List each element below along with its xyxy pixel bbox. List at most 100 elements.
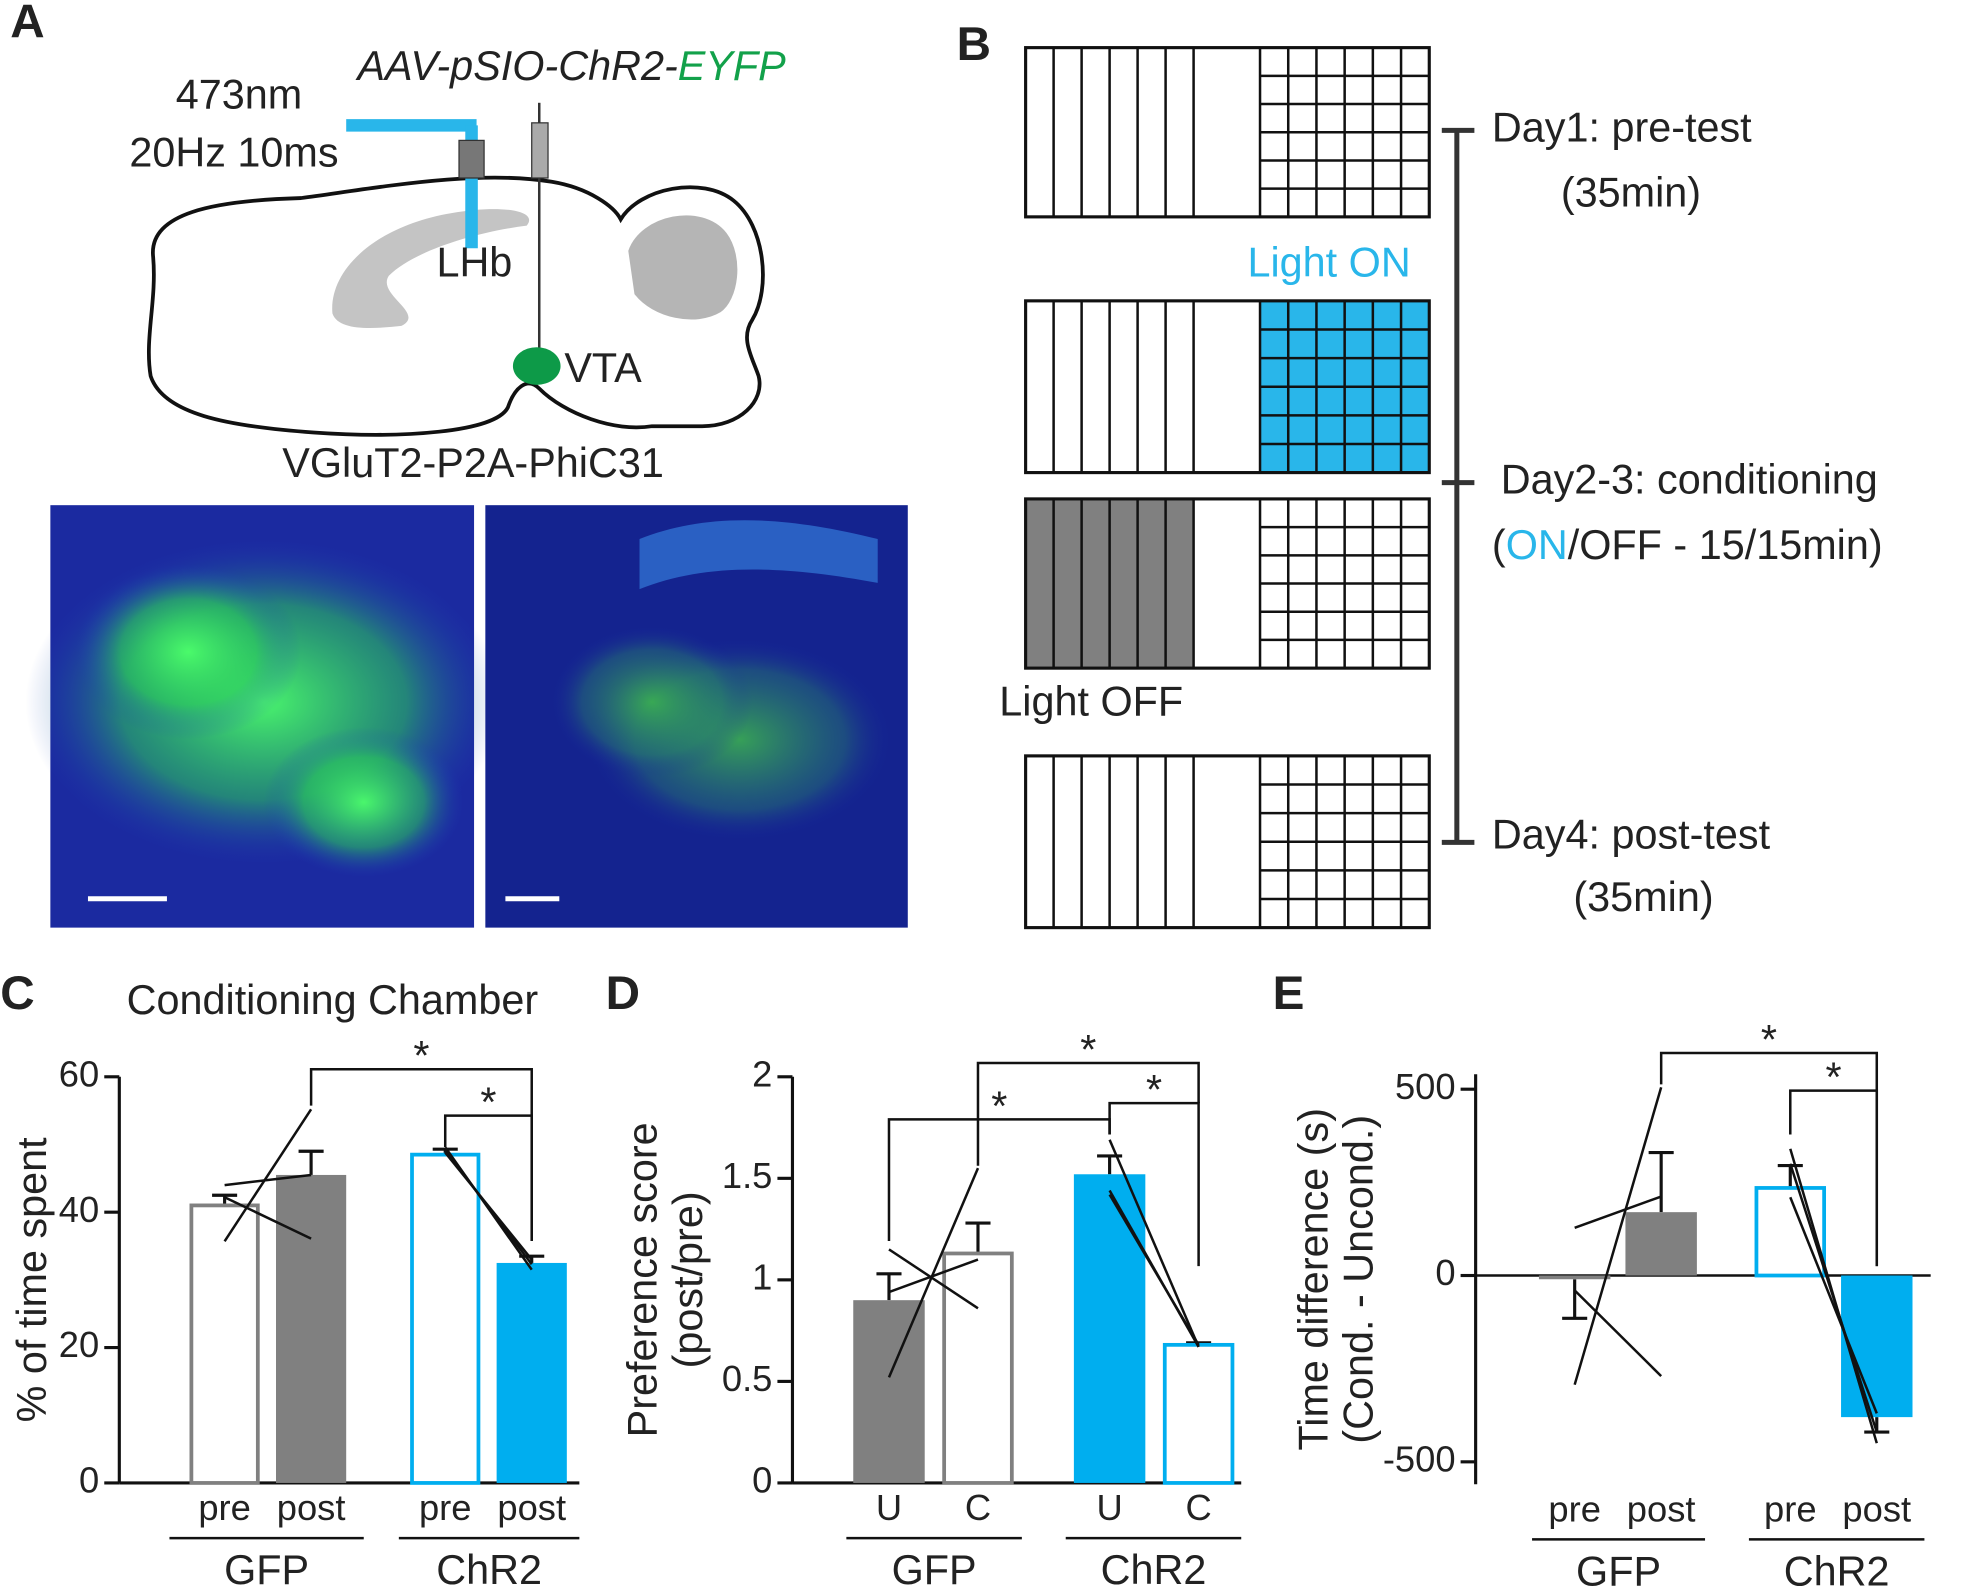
x-tick-label: post — [1627, 1488, 1696, 1529]
y-tick-label: 40 — [59, 1189, 99, 1230]
y-axis-label: % of time spent — [9, 1137, 55, 1423]
x-tick-label: post — [497, 1487, 566, 1528]
individual-line — [223, 1108, 313, 1242]
x-tick-label: pre — [1764, 1488, 1817, 1529]
bar — [276, 1174, 347, 1483]
individual-line — [1789, 1196, 1878, 1414]
x-tick-label: post — [1842, 1488, 1911, 1529]
stimulation: 20Hz 10ms — [129, 129, 338, 175]
paren: ( — [1492, 522, 1506, 568]
individual-line — [224, 1196, 312, 1240]
micrograph — [25, 505, 502, 928]
bar — [1162, 1342, 1235, 1485]
y-tick-label: -500 — [1383, 1438, 1456, 1479]
bar — [410, 1152, 481, 1485]
panel-letter: A — [10, 0, 44, 49]
cerebellum — [625, 212, 740, 322]
group-label: GFP — [1576, 1548, 1661, 1592]
day-label: Day4: post-test — [1492, 811, 1771, 857]
y-axis-label: Time difference (s) — [1290, 1108, 1336, 1450]
individual-line — [888, 1248, 979, 1310]
significance-star: * — [991, 1083, 1007, 1129]
significance-star: * — [480, 1080, 496, 1126]
x-tick-label: pre — [198, 1487, 251, 1528]
bar — [496, 1262, 567, 1483]
cell-cluster — [75, 564, 302, 740]
duration-label: (35min) — [1573, 874, 1713, 920]
day-label: Day2-3: conditioning — [1501, 457, 1878, 503]
vta-label: VTA — [564, 345, 642, 391]
individual-line — [1789, 1163, 1878, 1433]
x-tick-label: C — [965, 1487, 991, 1528]
panel-letter: D — [606, 967, 640, 1020]
bar — [1841, 1275, 1913, 1418]
significance-star: * — [1825, 1054, 1841, 1100]
optic-fiber — [458, 139, 485, 179]
bar — [1625, 1212, 1697, 1276]
individual-line — [444, 1151, 533, 1261]
duration-label: (ON/OFF - 15/15min) — [1492, 522, 1883, 568]
schedule: /OFF - 15/15min) — [1568, 522, 1883, 568]
bar — [942, 1251, 1014, 1485]
significance-bracket — [976, 1061, 1200, 1166]
charts: Conditioning Chamber% of time spent02040… — [9, 977, 1931, 1592]
bar — [853, 1300, 925, 1483]
significance-star: * — [1080, 1027, 1096, 1073]
on-word: ON — [1506, 522, 1568, 568]
bar — [189, 1203, 260, 1485]
y-axis-label: Preference score — [620, 1122, 666, 1437]
significance-bracket — [443, 1114, 533, 1242]
individual-line — [1573, 1289, 1663, 1378]
panel-letter: B — [957, 18, 991, 71]
group-label: ChR2 — [1784, 1548, 1890, 1592]
wavelength: 473nm — [176, 72, 302, 118]
significance-bracket — [1108, 1101, 1200, 1267]
projection-field — [551, 626, 753, 778]
chart-title: Conditioning Chamber — [127, 977, 539, 1023]
y-axis-label: (Cond. - Uncond.) — [1335, 1115, 1381, 1444]
y-tick-label: 1 — [752, 1256, 772, 1297]
individual-line — [888, 1258, 979, 1294]
virus-label: AAV-pSIO-ChR2-EYFP — [354, 43, 786, 89]
panel-letter: E — [1273, 967, 1305, 1020]
light-on-label: Light ON — [1247, 240, 1410, 286]
y-tick-label: 500 — [1395, 1066, 1456, 1107]
lhb-label: LHb — [436, 240, 512, 286]
y-axis-label: (post/pre) — [665, 1191, 711, 1368]
group-label: ChR2 — [436, 1547, 542, 1592]
mouse-line: VGluT2-P2A-PhiC31 — [282, 440, 664, 486]
x-tick-label: pre — [419, 1487, 472, 1528]
x-tick-label: post — [277, 1487, 346, 1528]
individual-line — [1108, 1139, 1200, 1348]
y-tick-label: 0 — [79, 1460, 99, 1501]
y-tick-label: 2 — [752, 1053, 772, 1094]
hippocampus — [332, 209, 530, 329]
significance-star: * — [1761, 1017, 1777, 1063]
significance-star: * — [413, 1033, 429, 1079]
group-label: ChR2 — [1101, 1547, 1207, 1592]
x-tick-label: C — [1185, 1487, 1211, 1528]
y-tick-label: 60 — [59, 1053, 99, 1094]
panel-letter: C — [0, 967, 34, 1020]
x-tick-label: U — [876, 1487, 902, 1528]
x-tick-label: U — [1096, 1487, 1122, 1528]
y-tick-label: 0 — [1435, 1252, 1455, 1293]
individual-line — [224, 1173, 312, 1187]
y-tick-label: 20 — [59, 1324, 99, 1365]
chamber-diagram — [1024, 46, 1431, 930]
bar — [1073, 1174, 1146, 1483]
individual-line — [1574, 1195, 1662, 1229]
y-tick-label: 1.5 — [722, 1155, 773, 1196]
y-tick-label: 0 — [752, 1460, 772, 1501]
individual-line — [1573, 1086, 1663, 1386]
injection-pipette — [531, 122, 549, 179]
vta-site — [512, 347, 561, 385]
virus-name: AAV-pSIO-ChR2- — [354, 43, 677, 89]
significance-bracket — [1789, 1089, 1879, 1267]
individual-line — [1108, 1193, 1200, 1346]
virus-reporter: EYFP — [678, 43, 786, 89]
individual-line — [887, 1167, 980, 1378]
tissue-band — [639, 520, 878, 590]
y-tick-label: 0.5 — [722, 1358, 773, 1399]
